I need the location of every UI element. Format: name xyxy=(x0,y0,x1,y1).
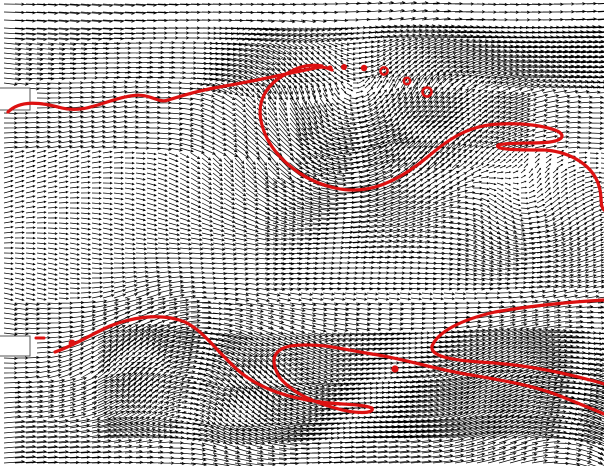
upper-vortex-cap xyxy=(288,63,324,74)
upper-blob-4 xyxy=(379,66,389,76)
upper-blob-2 xyxy=(341,64,347,70)
lower-right-contour xyxy=(430,298,604,386)
upper-blob-6 xyxy=(421,86,433,98)
lower-blob-1 xyxy=(68,339,76,347)
upper-blob-3 xyxy=(360,64,368,72)
upper-blob-1 xyxy=(327,65,333,71)
upper-blob-5 xyxy=(402,76,412,86)
lower-shear-contour xyxy=(53,315,604,416)
vorticity-contours xyxy=(6,63,604,416)
upper-shear-contour xyxy=(6,65,334,114)
lower-inlet-wall xyxy=(0,335,31,357)
lower-blob-2 xyxy=(391,365,399,373)
upper-vortex-contour xyxy=(258,70,604,212)
